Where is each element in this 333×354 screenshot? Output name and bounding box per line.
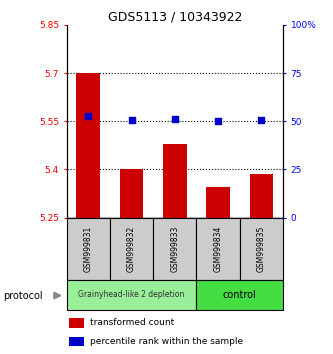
Bar xyxy=(110,218,153,280)
Point xyxy=(86,114,91,119)
Bar xyxy=(69,337,84,346)
Text: GSM999833: GSM999833 xyxy=(170,225,179,272)
Bar xyxy=(249,174,273,218)
Text: GSM999835: GSM999835 xyxy=(257,225,266,272)
Text: protocol: protocol xyxy=(3,291,43,301)
Point xyxy=(172,116,177,121)
Text: transformed count: transformed count xyxy=(91,319,175,327)
Title: GDS5113 / 10343922: GDS5113 / 10343922 xyxy=(108,11,242,24)
Text: percentile rank within the sample: percentile rank within the sample xyxy=(91,337,243,346)
Text: GSM999832: GSM999832 xyxy=(127,225,136,272)
Bar xyxy=(120,170,144,218)
Text: control: control xyxy=(223,290,257,300)
Bar xyxy=(196,280,283,310)
Point xyxy=(215,118,221,124)
Text: GSM999831: GSM999831 xyxy=(84,225,93,272)
Text: GSM999834: GSM999834 xyxy=(213,225,223,272)
Point xyxy=(259,117,264,122)
Bar xyxy=(69,318,84,328)
Bar xyxy=(67,280,196,310)
Bar xyxy=(163,144,187,218)
Bar xyxy=(153,218,196,280)
Bar xyxy=(67,218,110,280)
Text: Grainyhead-like 2 depletion: Grainyhead-like 2 depletion xyxy=(78,290,185,299)
Bar xyxy=(76,73,100,218)
Bar xyxy=(196,218,240,280)
Bar xyxy=(206,187,230,218)
Point xyxy=(129,117,134,122)
Bar xyxy=(240,218,283,280)
